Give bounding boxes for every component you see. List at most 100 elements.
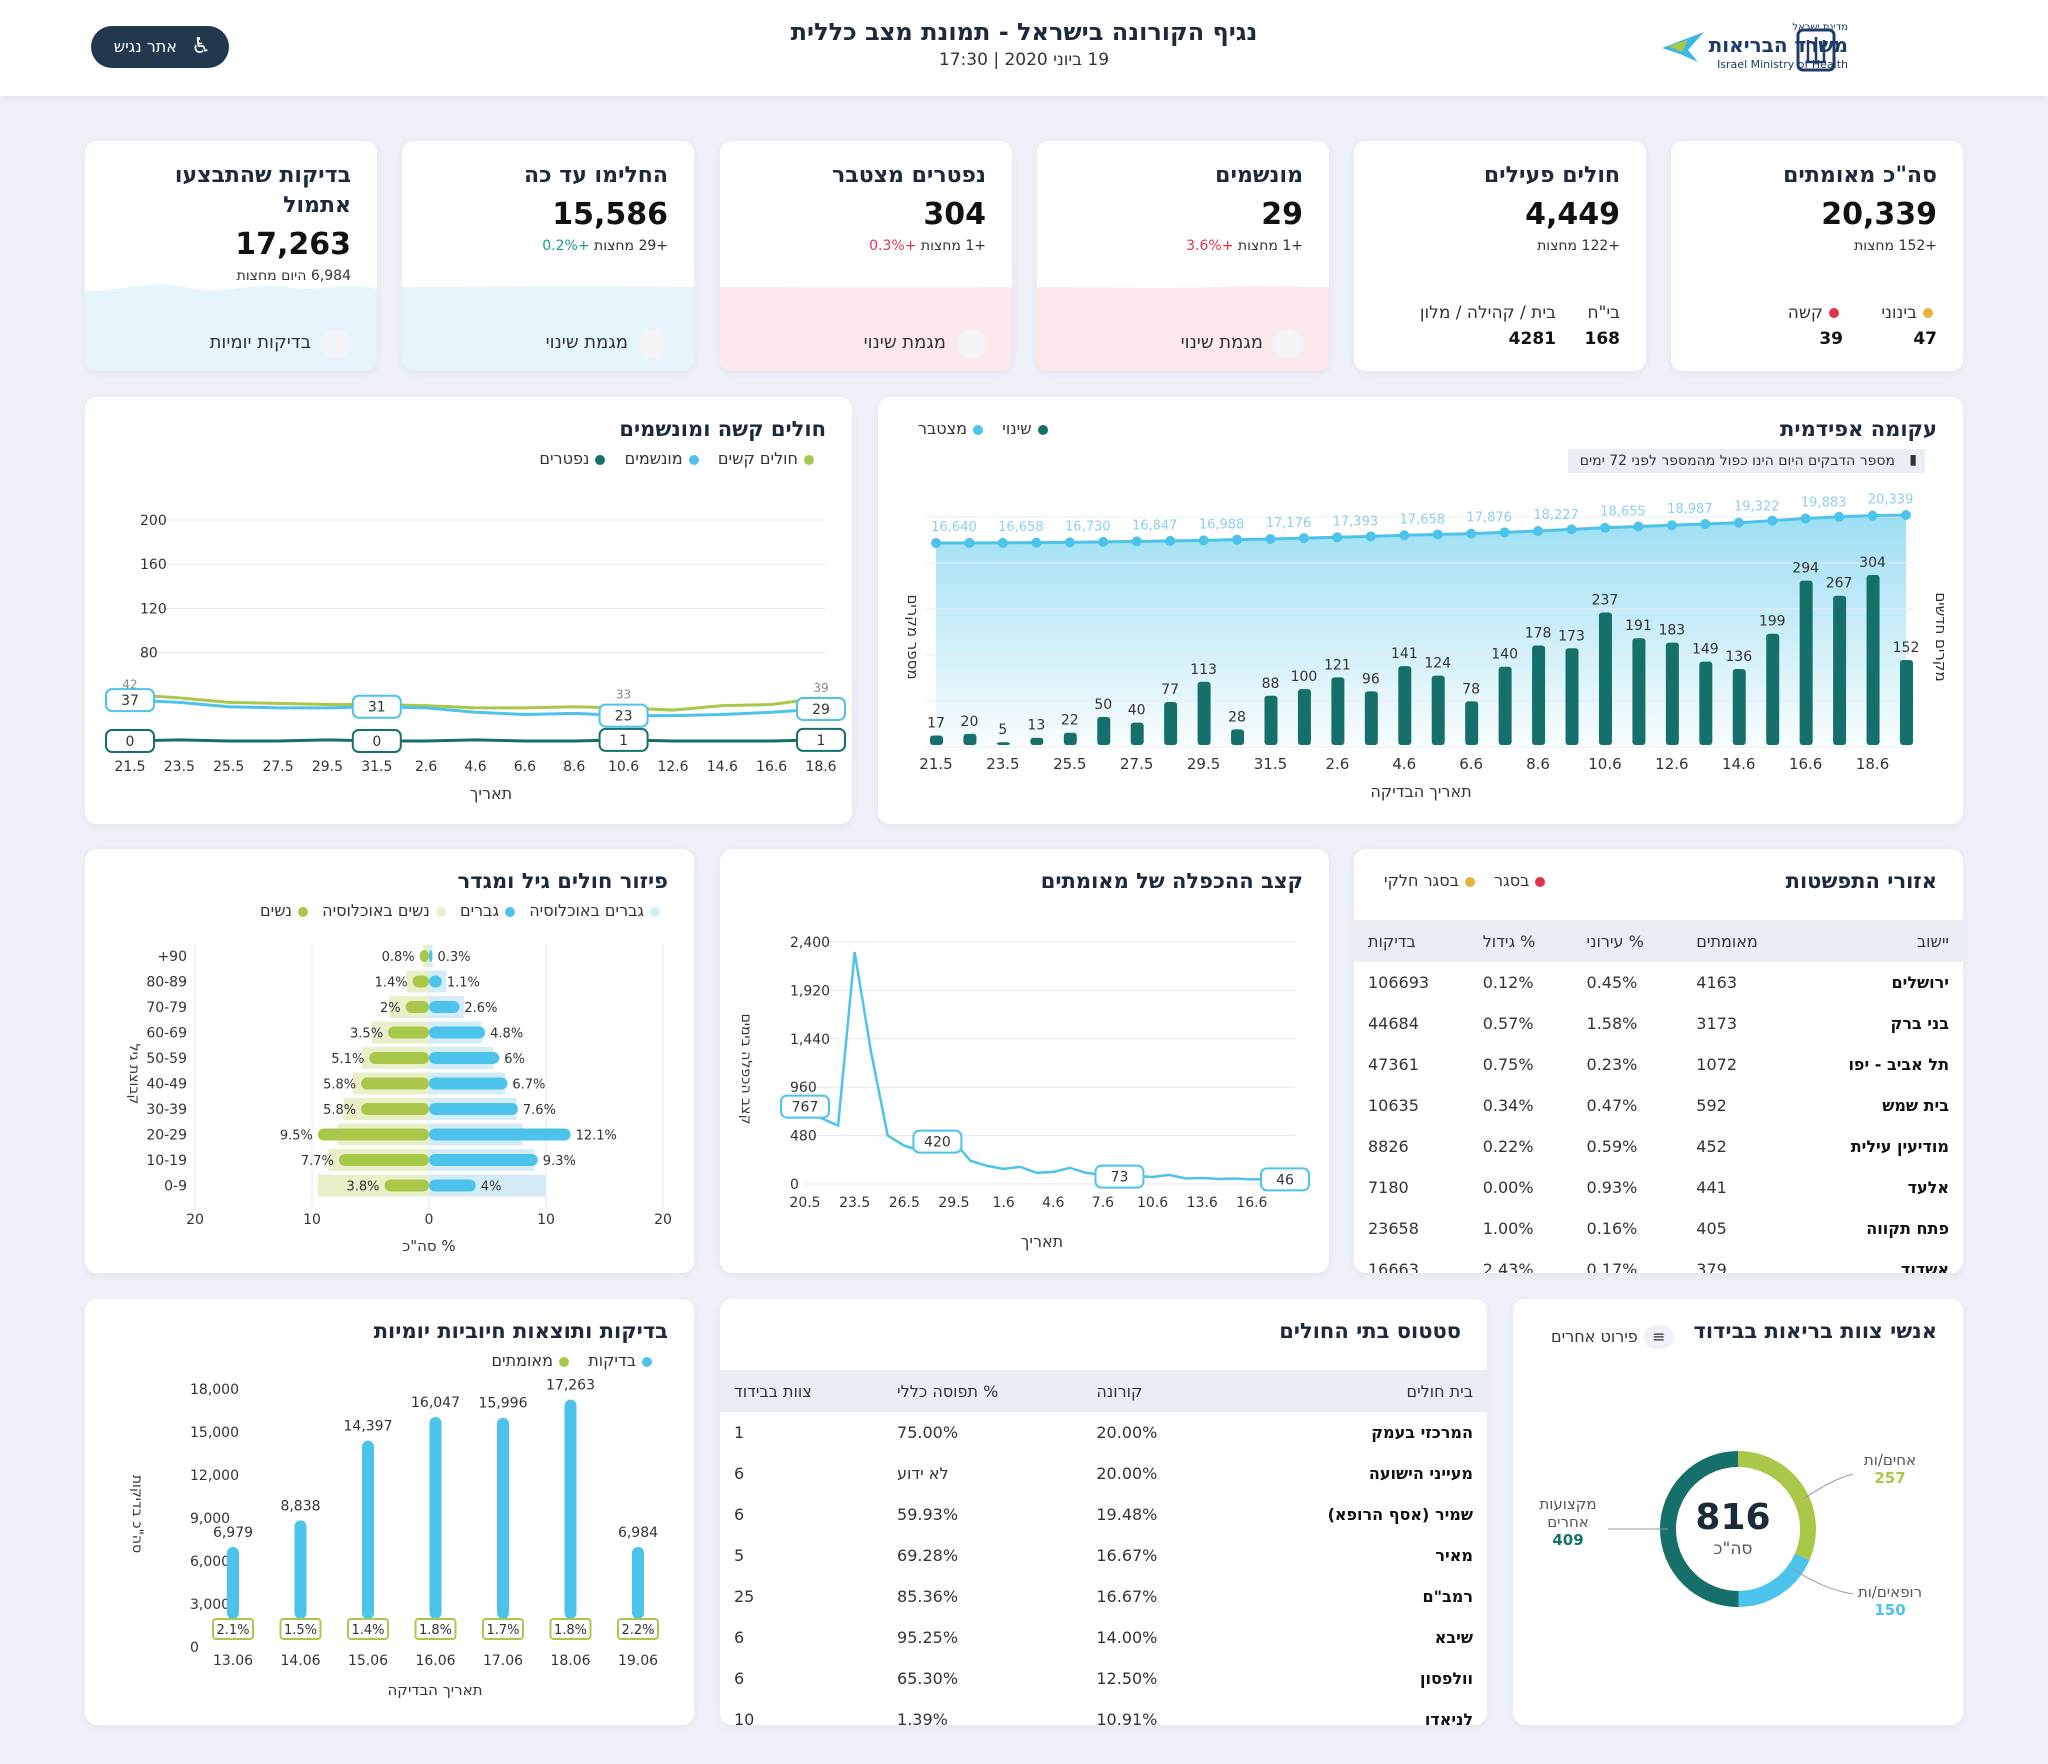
label-men: 6.7% bbox=[512, 1078, 545, 1093]
table-cell: שיבא bbox=[1434, 1628, 1473, 1647]
trend-link[interactable]: מגמת שינוי bbox=[863, 332, 946, 353]
test-value-label: 8,838 bbox=[280, 1498, 320, 1514]
trend-chart-icon[interactable] bbox=[638, 329, 668, 359]
point-label-box bbox=[796, 727, 846, 752]
table-row[interactable]: לניאדו 10.91% 1.39% 10 bbox=[720, 1699, 1487, 1725]
daily-tests-link[interactable]: בדיקות יומיות bbox=[209, 332, 311, 353]
point-label-hidden: 39 bbox=[813, 681, 828, 695]
epi-bar bbox=[963, 733, 977, 745]
table-cell: 1 bbox=[734, 1423, 745, 1442]
bar-men bbox=[429, 1001, 460, 1013]
trend-chart-icon[interactable] bbox=[956, 329, 986, 359]
column-header[interactable]: יישוב bbox=[1797, 920, 1963, 962]
card-title: פיזור חולים גיל ומגדר bbox=[457, 869, 668, 893]
epi-bar-label: 17 bbox=[927, 715, 945, 731]
table-cell: 10635 bbox=[1368, 1096, 1419, 1115]
table-row[interactable]: אשדוד 379 0.17% 2.43% 16663 bbox=[1354, 1249, 1963, 1273]
table-row[interactable]: מודיעין עילית 452 0.59% 0.22% 8826 bbox=[1354, 1126, 1963, 1167]
cumulative-area bbox=[936, 515, 1906, 745]
x-tick: 14.6 bbox=[707, 759, 738, 775]
kpi-value: 304 bbox=[923, 197, 986, 232]
point-label: 73 bbox=[1111, 1170, 1129, 1186]
table-cell: תל אביב - יפו bbox=[1848, 1055, 1949, 1074]
cumulative-point bbox=[1767, 515, 1778, 526]
daily-tests-chart: 0 3,000 6,000 9,000 12,000 15,000 18,000 6,979 2… bbox=[129, 1378, 659, 1699]
y-axis-label-right: מקרים חדשים bbox=[1932, 592, 1950, 681]
x-axis-label: תאריך הבדיקה bbox=[388, 1681, 483, 1699]
y-axis-label: קצב הכפלה בימים bbox=[738, 1014, 754, 1125]
table-cell: בית שמש bbox=[1882, 1096, 1949, 1115]
table-cell: 8826 bbox=[1368, 1137, 1409, 1156]
table-row[interactable]: המרכזי בעמק 20.00% 75.00% 1 bbox=[720, 1412, 1487, 1453]
point-label: 1 bbox=[619, 733, 628, 749]
bar-men bbox=[429, 975, 442, 988]
x-tick: 25.5 bbox=[213, 759, 244, 775]
label-women: 5.1% bbox=[331, 1052, 364, 1067]
table-cell: לניאדו bbox=[1424, 1710, 1473, 1725]
other-details-button[interactable]: ≡פירוט אחרים bbox=[1551, 1325, 1674, 1349]
table-row[interactable]: וולפסון 12.50% 65.30% 6 bbox=[720, 1658, 1487, 1699]
label-men: 4.8% bbox=[490, 1027, 523, 1042]
positive-pct: 1.8% bbox=[554, 1623, 587, 1638]
table-cell: מודיעין עילית bbox=[1850, 1137, 1949, 1156]
column-header[interactable]: מאומתים bbox=[1682, 920, 1798, 962]
trend-chart-icon[interactable] bbox=[1273, 329, 1303, 359]
table-row[interactable]: בית שמש 592 0.47% 0.34% 10635 bbox=[1354, 1085, 1963, 1126]
bar-women bbox=[412, 975, 429, 988]
table-cell: 0.93% bbox=[1586, 1178, 1638, 1197]
cumulative-label: 17,876 bbox=[1466, 511, 1512, 526]
table-row[interactable]: בני ברק 3173 1.58% 0.57% 44684 bbox=[1354, 1003, 1963, 1044]
epi-bar bbox=[1833, 595, 1847, 745]
epi-bar bbox=[1498, 666, 1512, 745]
column-header[interactable]: % גידול bbox=[1468, 920, 1573, 962]
card-title: בדיקות ותוצאות חיוביות יומיות bbox=[373, 1319, 668, 1343]
cumulative-label: 16,640 bbox=[931, 520, 977, 535]
kpi-delta: +1 מחצות +3.6% bbox=[1186, 238, 1303, 254]
table-row[interactable]: מעייני הישועה 20.00% לא ידוע 6 bbox=[720, 1453, 1487, 1494]
epi-bar bbox=[1532, 645, 1546, 745]
card-title: עקומה אפידמית bbox=[1780, 417, 1937, 441]
table-cell: 5 bbox=[734, 1546, 745, 1565]
x-tick: 23.5 bbox=[164, 759, 195, 775]
point-label-box bbox=[351, 729, 402, 753]
table-row[interactable]: שיבא 14.00% 95.25% 6 bbox=[720, 1617, 1487, 1658]
column-header[interactable]: צוות בבידוד bbox=[720, 1370, 884, 1412]
table-row[interactable]: תל אביב - יפו 1072 0.23% 0.75% 47361 bbox=[1354, 1044, 1963, 1085]
column-header[interactable]: % תפוסה כללי bbox=[883, 1370, 1083, 1412]
column-header[interactable]: בית חולים bbox=[1219, 1370, 1487, 1412]
table-row[interactable]: מאיר 16.67% 69.28% 5 bbox=[720, 1535, 1487, 1576]
point-label-box bbox=[912, 1129, 963, 1154]
trend-link[interactable]: מגמת שינוי bbox=[545, 332, 628, 353]
positive-pct-box bbox=[347, 1618, 389, 1640]
table-row[interactable]: רמב"ם 16.67% 85.36% 25 bbox=[720, 1576, 1487, 1617]
page-title: נגיף הקורונה בישראל - תמונת מצב כללית bbox=[790, 18, 1258, 46]
cumulative-label: 16,847 bbox=[1132, 518, 1178, 533]
table-row[interactable]: פתח תקווה 405 0.16% 1.00% 23658 bbox=[1354, 1208, 1963, 1249]
kpi-value: 29 bbox=[1261, 197, 1303, 232]
accessibility-button[interactable]: ♿ אתר נגיש bbox=[91, 26, 229, 68]
bar-women bbox=[361, 1077, 429, 1090]
point-label: 29 bbox=[812, 702, 830, 718]
y-tick: 6,000 bbox=[190, 1554, 230, 1570]
epi-bar bbox=[1398, 666, 1412, 745]
column-header[interactable]: בדיקות bbox=[1354, 920, 1469, 962]
cumulative-label: 19,883 bbox=[1801, 495, 1847, 510]
epi-bar-label: 294 bbox=[1792, 561, 1819, 577]
column-header[interactable]: % עירוני bbox=[1572, 920, 1683, 962]
table-cell: 0.34% bbox=[1482, 1096, 1534, 1115]
cumulative-label: 18,655 bbox=[1600, 505, 1646, 520]
point-label-box bbox=[598, 727, 649, 752]
table-row[interactable]: ירושלים 4163 0.45% 0.12% 106693 bbox=[1354, 962, 1963, 1003]
x-tick: 20 bbox=[654, 1212, 672, 1228]
trend-link[interactable]: מגמת שינוי bbox=[1180, 332, 1263, 353]
test-bar bbox=[497, 1417, 509, 1619]
y-tick: 200 bbox=[140, 513, 167, 529]
table-cell: 16663 bbox=[1368, 1260, 1419, 1273]
table-cell: 10.91% bbox=[1096, 1710, 1158, 1725]
column-header[interactable]: קורונה bbox=[1082, 1370, 1220, 1412]
point-label-box bbox=[780, 1094, 830, 1119]
table-row[interactable]: שמיר (אסף הרופא) 19.48% 59.93% 6 bbox=[720, 1494, 1487, 1535]
table-row[interactable]: אלעד 441 0.93% 0.00% 7180 bbox=[1354, 1167, 1963, 1208]
daily-tests-chart-icon[interactable] bbox=[321, 329, 351, 359]
epi-bar-label: 40 bbox=[1128, 703, 1146, 719]
